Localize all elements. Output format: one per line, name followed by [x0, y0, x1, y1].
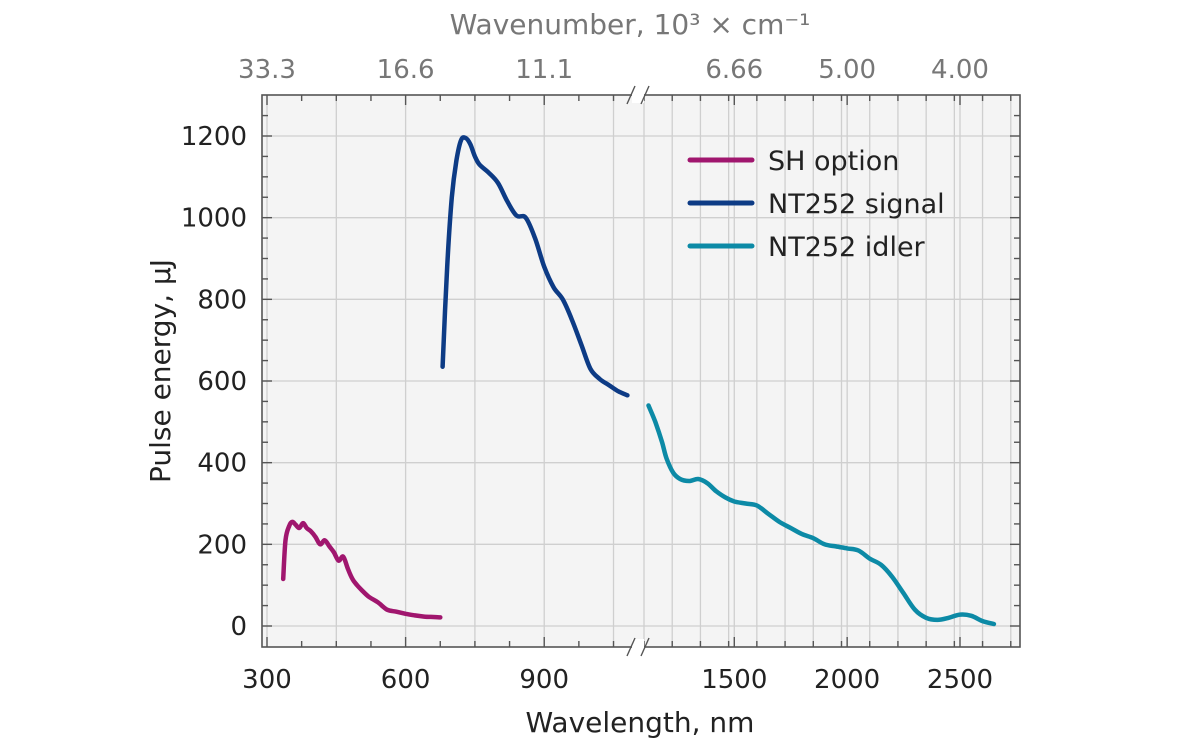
axis-break-gap: [632, 639, 644, 655]
y-axis-title: Pulse energy, μJ: [144, 259, 177, 483]
x-tick-label: 2500: [927, 665, 993, 695]
y-tick-label: 0: [230, 612, 247, 642]
top-tick-label: 33.3: [238, 55, 296, 85]
top-tick-label: 4.00: [931, 55, 989, 85]
legend-label-sh-option: SH option: [768, 146, 899, 177]
axis-break-marks: [626, 85, 650, 657]
y-tick-label: 600: [197, 367, 247, 397]
axis-break-slash: [626, 85, 636, 105]
legend: SH option NT252 signal NT252 idler: [687, 146, 945, 263]
legend-label-nt252-idler: NT252 idler: [768, 232, 926, 263]
plot-background: [262, 95, 1020, 647]
x-tick-label: 300: [242, 665, 292, 695]
y-tick-label: 1200: [181, 122, 247, 152]
y-tick-label: 800: [197, 285, 247, 315]
y-tick-label: 400: [197, 449, 247, 479]
x-tick-label: 1500: [701, 665, 767, 695]
series-line-nt252-signal: [440, 135, 630, 398]
x-axis-title: Wavelength, nm: [526, 706, 755, 739]
top-axis-title: Wavenumber, 10³ × cm⁻¹: [450, 8, 811, 41]
top-tick-label: 5.00: [818, 55, 876, 85]
x-tick-label: 600: [381, 665, 431, 695]
series-lines: [280, 135, 997, 627]
grid: [262, 95, 1020, 647]
tick-labels: 300 600 900 1500 2000 2500 0 200 400 600 800 1000 12…: [181, 55, 993, 695]
top-tick-label: 11.1: [515, 55, 573, 85]
axis-break-slash: [626, 637, 636, 657]
y-tick-label: 200: [197, 530, 247, 560]
axis-ticks: [262, 95, 1020, 647]
series-line-sh-option: [280, 519, 443, 620]
top-tick-label: 16.6: [377, 55, 435, 85]
legend-label-nt252-signal: NT252 signal: [768, 189, 945, 220]
axis-break-slash: [640, 637, 650, 657]
axis-break-gap: [632, 87, 644, 103]
y-tick-label: 1000: [181, 204, 247, 234]
axis-break-slash: [640, 85, 650, 105]
x-tick-label: 900: [519, 665, 569, 695]
series-line-nt252-idler: [646, 403, 997, 627]
x-tick-label: 2000: [814, 665, 880, 695]
top-tick-label: 6.66: [705, 55, 763, 85]
